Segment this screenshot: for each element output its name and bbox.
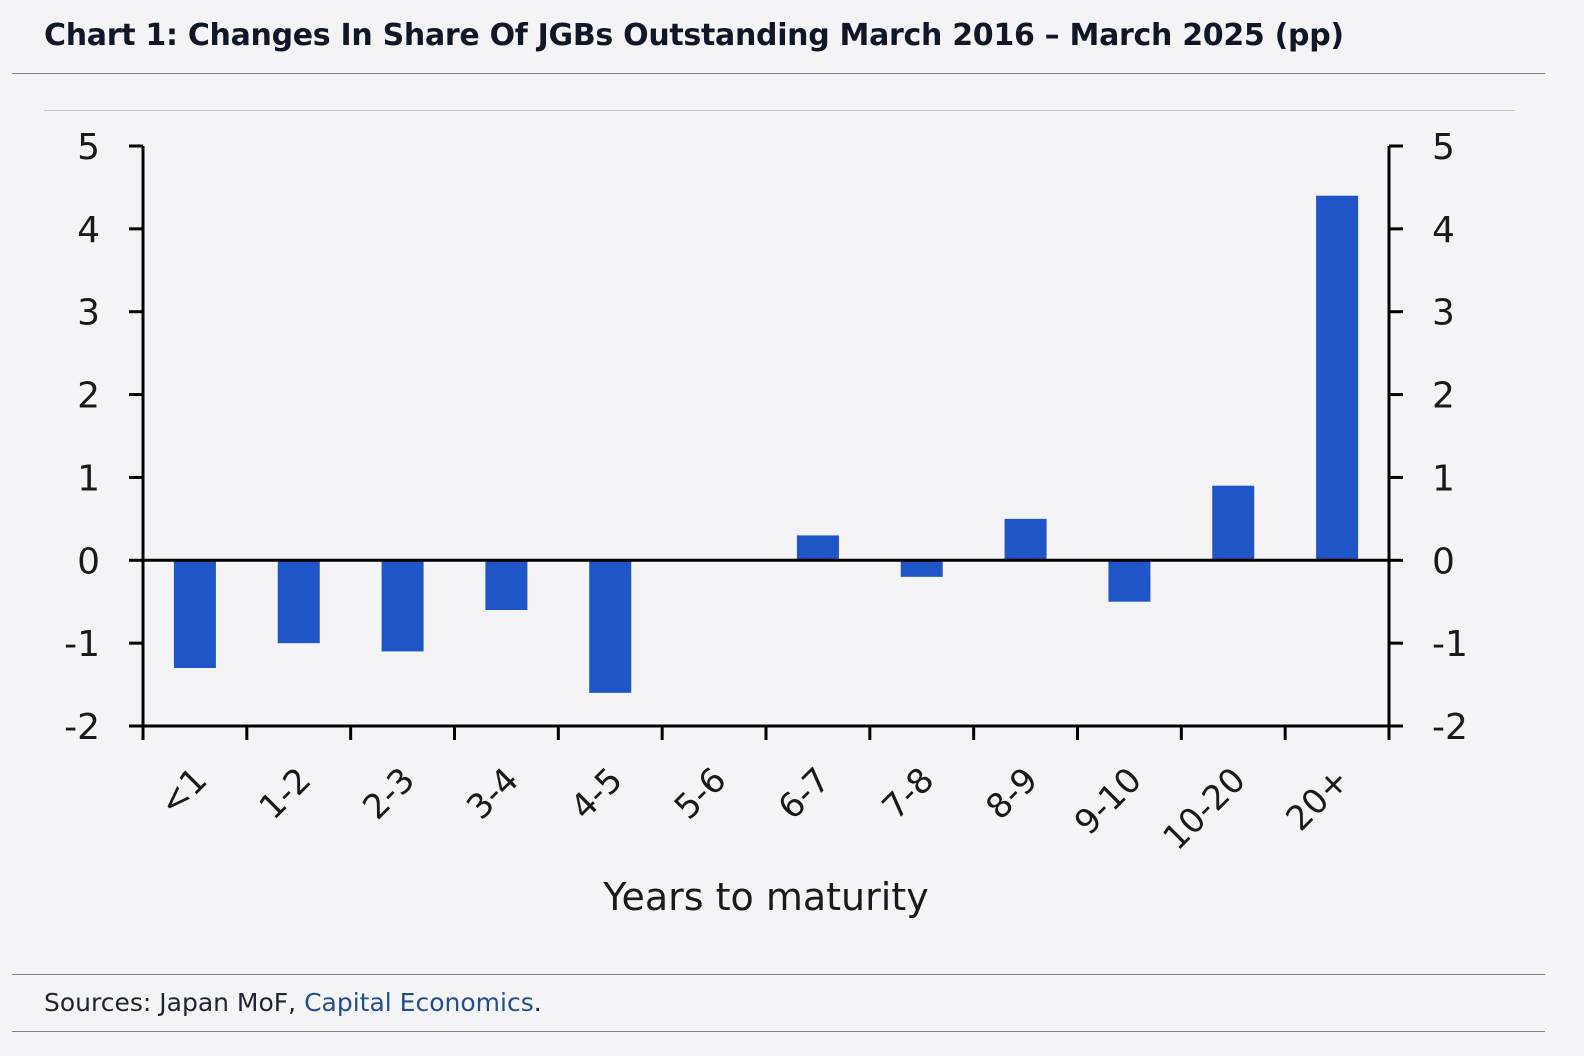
bar-10-20 (1212, 485, 1255, 561)
bar-6-7 (796, 535, 839, 561)
right-y-tick-label: 2 (1432, 376, 1455, 417)
panel-top-rule (44, 110, 1515, 111)
bars-layer (173, 195, 1359, 693)
bar-3-4 (485, 560, 528, 610)
x-axis-label: Years to maturity (602, 875, 928, 919)
capital-economics-link[interactable]: Capital Economics (304, 988, 534, 1017)
x-tick-label: 20+ (1278, 760, 1357, 839)
left-y-tick-label: -1 (64, 624, 100, 665)
footer-divider-top (12, 974, 1545, 975)
title-divider (12, 73, 1545, 74)
bar-8-9 (1004, 518, 1047, 561)
bar-9-10 (1108, 560, 1151, 602)
x-tick-label: 9-10 (1067, 760, 1150, 843)
x-tick-label: 5-6 (667, 760, 735, 828)
right-y-tick-label: 4 (1432, 210, 1455, 251)
right-y-tick-label: 1 (1432, 458, 1455, 499)
bar-7-8 (900, 560, 943, 577)
bar-20 (1316, 195, 1359, 561)
x-tick-label: 7-8 (875, 760, 943, 828)
chart-title: Chart 1: Changes In Share Of JGBs Outsta… (44, 18, 1344, 53)
right-y-tick-label: 3 (1432, 293, 1455, 334)
sources-suffix: . (533, 988, 542, 1017)
x-tick-label: 6-7 (771, 760, 839, 828)
left-y-tick-label: 4 (77, 210, 100, 251)
left-y-tick-label: 3 (77, 293, 100, 334)
x-tick-label: 3-4 (459, 760, 527, 828)
bar-4-5 (589, 560, 632, 693)
axes-layer (129, 144, 1403, 740)
x-tick-label: 2-3 (355, 760, 423, 828)
labels-layer: 5 5 4 4 3 3 2 2 1 1 0 0 -1 -1 -2 -2 <1 1-2 2-3 3-4 4-5 5-6 6-7… (64, 127, 1468, 858)
right-y-tick-label: 5 (1432, 127, 1455, 168)
x-tick-label: 10-20 (1155, 760, 1253, 858)
left-y-tick-label: 0 (77, 541, 100, 582)
bar-chart: 5 5 4 4 3 3 2 2 1 1 0 0 -1 -1 -2 -2 <1 1-2 2-3 3-4 4-5 5-6 6-7… (64, 127, 1468, 919)
right-y-tick-label: 0 (1432, 541, 1455, 582)
left-y-tick-label: 5 (77, 127, 100, 168)
left-y-tick-label: 1 (77, 458, 100, 499)
left-y-tick-label: 2 (77, 376, 100, 417)
bar-2-3 (381, 560, 424, 652)
right-y-tick-label: -1 (1432, 624, 1468, 665)
x-tick-label: <1 (152, 760, 216, 824)
bar-1-2 (277, 560, 320, 644)
bar-1 (173, 560, 216, 668)
x-tick-label: 4-5 (563, 760, 631, 828)
sources-prefix: Sources: Japan MoF, (44, 988, 305, 1017)
footer-divider-bottom (12, 1031, 1545, 1032)
x-tick-label: 1-2 (252, 760, 320, 828)
left-y-tick-label: -2 (64, 707, 100, 748)
sources-note: Sources: Japan MoF, Capital Economics. (44, 988, 542, 1017)
right-y-tick-label: -2 (1432, 707, 1468, 748)
x-tick-label: 8-9 (978, 760, 1046, 828)
